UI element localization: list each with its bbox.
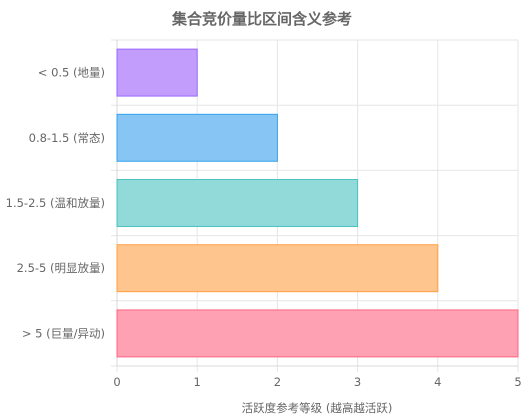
x-axis-labels: 0 1 2 3 4 5 [113,375,521,389]
x-tick-label: 5 [514,375,521,389]
y-category-label: 0.8-1.5 (常态) [29,131,105,145]
bar [116,48,198,97]
bar [116,113,278,162]
y-category-label: 2.5-5 (明显放量) [17,261,105,275]
bar [116,179,359,227]
y-axis-labels: < 0.5 (地量) 0.8-1.5 (常态) 1.5-2.5 (温和放量) 2.5-… [6,66,105,341]
x-tick-label: 0 [113,375,120,389]
bar [116,309,519,358]
chart-title: 集合竞价量比区间含义参考 [171,10,352,28]
y-category-label: > 5 (巨量/异动) [22,326,105,340]
y-category-label: < 0.5 (地量) [38,66,105,80]
x-tick-label: 1 [194,375,201,389]
x-tick-label: 3 [354,375,361,389]
x-tick-label: 4 [434,375,441,389]
x-tick-label: 2 [274,375,281,389]
x-axis-title: 活跃度参考等级 (越高越活跃) [242,401,393,415]
bars [116,48,519,358]
bar [116,244,439,293]
y-category-label: 1.5-2.5 (温和放量) [6,196,105,210]
